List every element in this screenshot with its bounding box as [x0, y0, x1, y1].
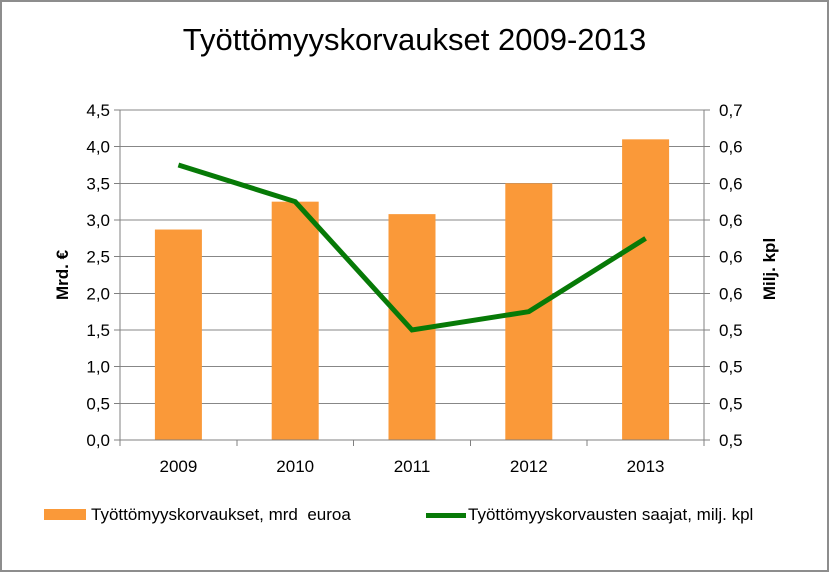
x-axis-label: 2013	[627, 457, 665, 476]
left-axis-tick-label: 3,5	[86, 174, 110, 193]
left-axis-tick-label: 4,0	[86, 138, 110, 157]
x-axis-label: 2011	[394, 457, 431, 476]
legend-line-label: Työttömyyskorvausten saajat, milj. kpl	[468, 505, 754, 524]
x-axis-label: 2012	[510, 457, 548, 476]
bar-2013	[622, 139, 670, 441]
line-series	[177, 162, 647, 333]
right-axis-tick-label: 0,6	[719, 211, 743, 230]
left-axis-tick-label: 3,0	[86, 211, 110, 230]
right-axis-tick-label: 0,5	[719, 431, 743, 450]
right-axis-tick-label: 0,7	[719, 101, 743, 120]
right-axis-tick-label: 0,6	[719, 284, 743, 303]
left-axis-tick-label: 2,0	[86, 284, 110, 303]
left-axis-tick-label: 0,5	[86, 394, 110, 413]
left-axis-tick-label: 4,5	[86, 101, 110, 120]
chart-title: Työttömyyskorvaukset 2009-2013	[182, 22, 647, 57]
left-axis-title: Mrd. €	[53, 249, 72, 301]
left-axis-tick-label: 1,5	[86, 321, 110, 340]
right-axis-tick-label: 0,6	[719, 248, 743, 267]
right-axis-tick-label: 0,5	[719, 394, 743, 413]
right-axis-title: Milj. kpl	[760, 237, 779, 301]
right-axis-tick-label: 0,6	[719, 174, 743, 193]
right-axis-tick-label: 0,5	[719, 358, 743, 377]
right-axis-tick-label: 0,6	[719, 138, 743, 157]
left-axis-tick-label: 1,0	[86, 358, 110, 377]
legend-line-swatch	[426, 513, 466, 518]
left-axis-tick-label: 2,5	[86, 248, 110, 267]
legend-bar-label: Työttömyyskorvaukset, mrd euroa	[91, 505, 351, 524]
left-axis-tick-label: 0,0	[86, 431, 110, 450]
x-axis-label: 2009	[159, 457, 197, 476]
bar-2009	[154, 229, 202, 440]
legend-bar-swatch	[44, 509, 86, 520]
x-axis-label: 2010	[276, 457, 314, 476]
bar-2010	[271, 201, 319, 440]
right-axis-tick-label: 0,5	[719, 321, 743, 340]
